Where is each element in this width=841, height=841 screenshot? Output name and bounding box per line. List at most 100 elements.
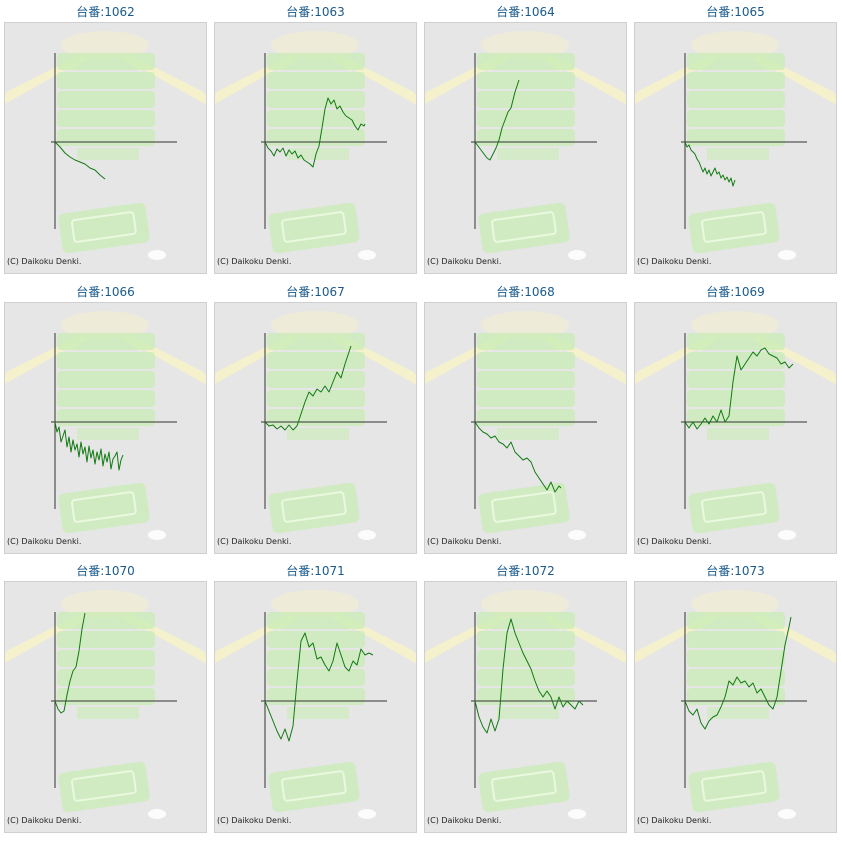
chart-frame: (C) Daikoku Denki. bbox=[4, 581, 207, 833]
medal-tray bbox=[268, 761, 360, 813]
medal-pile bbox=[481, 590, 569, 618]
box-layer bbox=[477, 669, 575, 686]
medal-tray bbox=[688, 482, 780, 534]
chart-svg bbox=[635, 590, 836, 819]
box-layer bbox=[687, 129, 785, 146]
box-base bbox=[497, 148, 559, 160]
box-layer bbox=[267, 91, 365, 108]
box-layer bbox=[267, 110, 365, 127]
chart-title[interactable]: 台番:1068 bbox=[496, 285, 555, 299]
chart-title[interactable]: 台番:1064 bbox=[496, 5, 555, 19]
chart-svg bbox=[5, 31, 206, 260]
chart-cell: 台番:1062 (C) Daikoku Denki. bbox=[4, 4, 207, 274]
box-layer bbox=[267, 650, 365, 667]
chart-title[interactable]: 台番:1069 bbox=[706, 285, 765, 299]
chart-frame: (C) Daikoku Denki. bbox=[214, 581, 417, 833]
chart-svg bbox=[215, 311, 416, 540]
chart-title[interactable]: 台番:1071 bbox=[286, 564, 345, 578]
box-layer bbox=[477, 53, 575, 70]
chart-svg bbox=[425, 590, 626, 819]
box-layer bbox=[687, 631, 785, 648]
slot-machine-art bbox=[635, 311, 836, 540]
slot-machine-art bbox=[5, 590, 206, 819]
chart-cell: 台番:1070 (C) Daikoku Denki. bbox=[4, 563, 207, 833]
chart-cell: 台番:1067 (C) Daikoku Denki. bbox=[214, 284, 417, 554]
chart-frame: (C) Daikoku Denki. bbox=[424, 581, 627, 833]
chart-title[interactable]: 台番:1065 bbox=[706, 5, 765, 19]
box-layer bbox=[477, 72, 575, 89]
medal-coin bbox=[778, 809, 796, 819]
chart-title[interactable]: 台番:1073 bbox=[706, 564, 765, 578]
box-base bbox=[497, 428, 559, 440]
medal-coin bbox=[148, 809, 166, 819]
box-layer bbox=[477, 688, 575, 705]
slot-machine-art bbox=[425, 311, 626, 540]
chart-svg bbox=[425, 311, 626, 540]
chart-title[interactable]: 台番:1067 bbox=[286, 285, 345, 299]
box-base bbox=[287, 428, 349, 440]
medal-tray-inner bbox=[701, 211, 767, 243]
medal-tray-inner bbox=[491, 491, 557, 523]
box-layer bbox=[267, 669, 365, 686]
chart-svg bbox=[635, 31, 836, 260]
chart-title[interactable]: 台番:1063 bbox=[286, 5, 345, 19]
medal-pile bbox=[691, 311, 779, 339]
box-layer bbox=[57, 333, 155, 350]
copyright-text: (C) Daikoku Denki. bbox=[217, 537, 292, 546]
chart-frame: (C) Daikoku Denki. bbox=[424, 302, 627, 554]
medal-pile bbox=[61, 590, 149, 618]
slot-machine-art bbox=[5, 31, 206, 260]
box-layer bbox=[477, 129, 575, 146]
slot-machine-art bbox=[425, 31, 626, 260]
medal-tray-inner bbox=[71, 211, 137, 243]
chart-frame: (C) Daikoku Denki. bbox=[4, 302, 207, 554]
box-layer bbox=[57, 53, 155, 70]
box-layer bbox=[267, 612, 365, 629]
slot-machine-art bbox=[215, 311, 416, 540]
box-layer bbox=[267, 352, 365, 369]
chart-svg bbox=[215, 590, 416, 819]
chart-frame: (C) Daikoku Denki. bbox=[214, 22, 417, 274]
box-base bbox=[77, 428, 139, 440]
chart-svg bbox=[425, 31, 626, 260]
medal-tray-inner bbox=[71, 491, 137, 523]
medal-coin bbox=[148, 530, 166, 540]
chart-title[interactable]: 台番:1072 bbox=[496, 564, 555, 578]
chart-title[interactable]: 台番:1066 bbox=[76, 285, 135, 299]
chart-cell: 台番:1071 (C) Daikoku Denki. bbox=[214, 563, 417, 833]
copyright-text: (C) Daikoku Denki. bbox=[217, 257, 292, 266]
box-layer bbox=[57, 129, 155, 146]
box-layer bbox=[477, 352, 575, 369]
box-layer bbox=[687, 612, 785, 629]
box-layer bbox=[57, 650, 155, 667]
series-line bbox=[54, 421, 124, 471]
box-layer bbox=[477, 333, 575, 350]
box-base bbox=[287, 707, 349, 719]
chart-title[interactable]: 台番:1070 bbox=[76, 564, 135, 578]
chart-cell: 台番:1069 (C) Daikoku Denki. bbox=[634, 284, 837, 554]
box-base bbox=[707, 428, 769, 440]
medal-tray-inner bbox=[701, 770, 767, 802]
series-line bbox=[264, 97, 366, 168]
copyright-text: (C) Daikoku Denki. bbox=[637, 537, 712, 546]
medal-coin bbox=[778, 530, 796, 540]
box-layer bbox=[267, 631, 365, 648]
medal-tray-inner bbox=[281, 770, 347, 802]
chart-cell: 台番:1072 (C) Daikoku Denki. bbox=[424, 563, 627, 833]
box-layer bbox=[267, 390, 365, 407]
box-layer bbox=[57, 390, 155, 407]
chart-title[interactable]: 台番:1062 bbox=[76, 5, 135, 19]
medal-tray bbox=[268, 482, 360, 534]
medal-pile bbox=[271, 31, 359, 59]
series-line bbox=[54, 141, 106, 180]
chart-svg bbox=[635, 311, 836, 540]
box-layer bbox=[477, 631, 575, 648]
copyright-text: (C) Daikoku Denki. bbox=[7, 537, 82, 546]
box-layer bbox=[57, 72, 155, 89]
medal-pile bbox=[271, 311, 359, 339]
box-layer bbox=[477, 91, 575, 108]
medal-tray bbox=[58, 482, 150, 534]
chart-cell: 台番:1063 (C) Daikoku Denki. bbox=[214, 4, 417, 274]
box-layer bbox=[687, 669, 785, 686]
box-layer bbox=[57, 612, 155, 629]
